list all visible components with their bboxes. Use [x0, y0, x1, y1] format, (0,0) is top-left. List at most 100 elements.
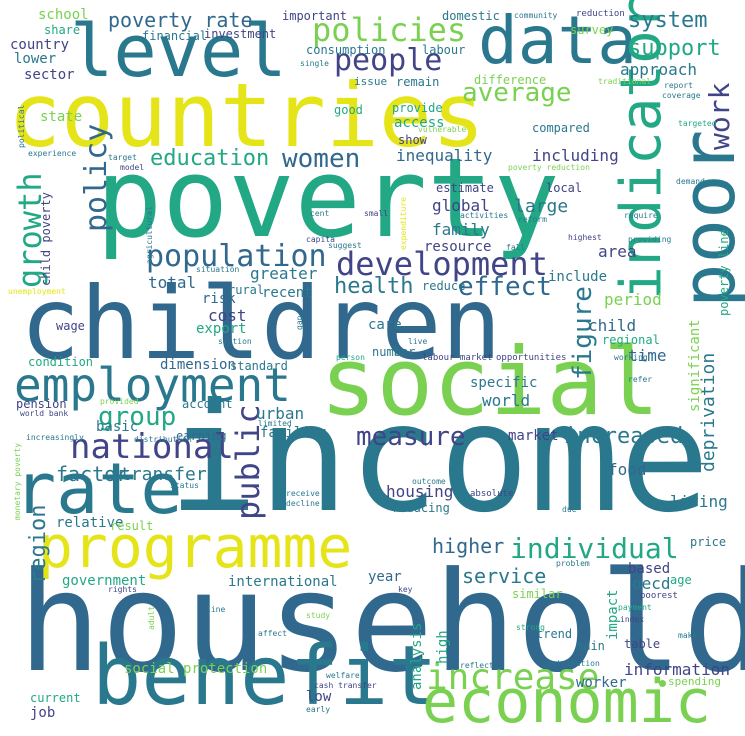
- word-community: community: [514, 11, 558, 20]
- word-region: region: [26, 504, 51, 584]
- word-result: result: [110, 519, 154, 533]
- word-greater: greater: [250, 264, 318, 283]
- word-line: line: [206, 605, 226, 614]
- word-vulnerable: vulnerable: [418, 125, 467, 134]
- word-small: small: [364, 209, 389, 218]
- word-women: women: [282, 144, 361, 174]
- word-programme: programme: [38, 513, 353, 581]
- word-account: account: [182, 397, 233, 411]
- word-rights: rights: [108, 585, 137, 594]
- word-transfer: transfer: [120, 464, 207, 485]
- word-provided: provided: [100, 397, 139, 406]
- word-age: age: [670, 573, 692, 587]
- word-cost: cost: [208, 306, 247, 325]
- word-due: due: [562, 505, 577, 514]
- word-political: political: [17, 104, 26, 148]
- word-contribution: contribution: [542, 659, 600, 668]
- word-time: time: [628, 346, 667, 365]
- word-reform: reform: [518, 215, 547, 224]
- word-including: including: [532, 146, 619, 165]
- word-care: care: [368, 317, 402, 333]
- word-country: country: [10, 37, 70, 53]
- word-government: government: [62, 573, 147, 589]
- word-report: report: [664, 81, 693, 90]
- word-income: income: [168, 372, 710, 546]
- word-recent: recent: [262, 285, 313, 301]
- word-level: level: [70, 9, 287, 93]
- word-local: local: [546, 181, 583, 195]
- word-food: food: [608, 460, 647, 479]
- word-group: group: [98, 402, 177, 432]
- word-job: job: [30, 705, 56, 721]
- word-highest: highest: [568, 233, 602, 242]
- word-school: school: [38, 7, 89, 23]
- word-worker: worker: [576, 675, 627, 691]
- word-analysis: analysis: [409, 622, 425, 690]
- word-poorest: poorest: [640, 591, 678, 601]
- word-work: work: [703, 82, 736, 150]
- word-trend: trend: [536, 627, 573, 641]
- word-difference: difference: [474, 73, 547, 87]
- word-countries: countries: [8, 64, 485, 167]
- word-housing: housing: [386, 482, 454, 501]
- word-poverty: poverty: [96, 134, 560, 262]
- word-labour: labour: [422, 43, 466, 57]
- word-risk: risk: [202, 291, 236, 307]
- word-families: families: [260, 425, 328, 441]
- word-factor: factor: [56, 462, 129, 486]
- word-include: include: [548, 269, 608, 285]
- word-situation: situation: [196, 265, 240, 274]
- word-investment: investment: [204, 27, 277, 41]
- word-receive: receive: [286, 489, 320, 498]
- word-distribution: distribution: [134, 435, 192, 444]
- word-resource: resource: [424, 239, 492, 255]
- word-important: important: [282, 9, 348, 23]
- word-show: show: [398, 133, 427, 147]
- word-coverage: coverage: [662, 91, 701, 100]
- word-people: people: [334, 43, 443, 78]
- word-target: target: [108, 153, 137, 162]
- word-world: world: [482, 391, 531, 410]
- word-oecd: oecd: [632, 574, 671, 593]
- word-issue: issue: [354, 75, 388, 88]
- word-pension: pension: [16, 397, 67, 411]
- word-remain: remain: [396, 75, 440, 89]
- word-decline: decline: [286, 499, 320, 508]
- word-earning: earning: [176, 429, 227, 443]
- word-domestic: domestic: [442, 9, 500, 23]
- word-poor: poor: [666, 129, 745, 308]
- word-family: family: [432, 220, 490, 239]
- word-child-poverty: child poverty: [39, 192, 53, 286]
- word-market: market: [508, 428, 559, 444]
- word-benefit: benefit: [92, 629, 438, 724]
- word-rate: rate: [14, 448, 183, 530]
- word-make: make: [678, 631, 698, 640]
- word-average: average: [462, 78, 572, 108]
- word-traditional: traditional: [598, 77, 651, 86]
- word-poverty-reduction: poverty reduction: [508, 163, 590, 172]
- word-cent: cent: [310, 209, 330, 218]
- word-period: period: [604, 290, 662, 309]
- word-similar: similar: [512, 587, 563, 601]
- word-system: system: [628, 8, 708, 33]
- word-index: index: [620, 615, 645, 624]
- word-financial: financial: [142, 29, 208, 43]
- word-monetary-poverty: monetary poverty: [13, 442, 22, 520]
- word-rural: rural: [228, 283, 265, 297]
- word-education: education: [150, 146, 270, 171]
- word-basic: basic: [96, 419, 139, 435]
- word-standard: standard: [230, 359, 288, 373]
- dot-mark: [659, 680, 666, 687]
- word-opportunities: opportunities: [496, 353, 567, 363]
- word-condition: condition: [28, 355, 94, 369]
- word-working: working: [614, 353, 648, 362]
- word-state: state: [40, 109, 83, 125]
- word-providing: providing: [628, 235, 672, 244]
- word-effect: effect: [458, 272, 552, 302]
- word-good: good: [334, 103, 363, 117]
- word-social-protection: social protection: [124, 661, 268, 677]
- word-policy: policy: [79, 123, 114, 232]
- word-year: year: [368, 569, 402, 585]
- word-fall: fall: [506, 243, 526, 252]
- word-refer: refer: [628, 375, 653, 384]
